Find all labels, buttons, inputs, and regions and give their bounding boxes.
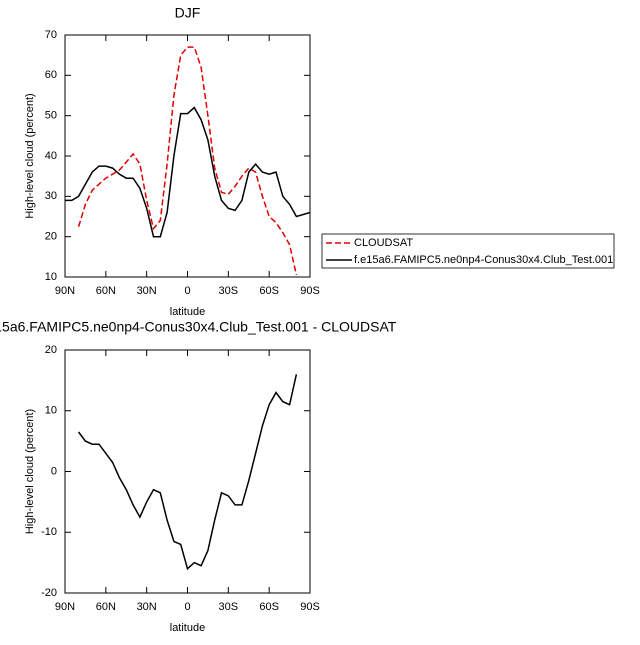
y-tick-label: 50 — [45, 110, 57, 122]
plot-frame — [64, 349, 311, 594]
y-tick-label: -10 — [41, 526, 57, 538]
x-tick-label: 90N — [55, 285, 75, 297]
x-tick-label: 60S — [259, 285, 279, 297]
y-tick-label: -20 — [41, 587, 57, 599]
data-line — [77, 46, 298, 276]
x-tick-label: 0 — [184, 601, 190, 613]
x-tick-label: 60N — [96, 285, 116, 297]
data-line — [65, 106, 311, 238]
x-tick-label: 60S — [259, 601, 279, 613]
chart-title: f.e15a6.FAMIPC5.ne0np4-Conus30x4.Club_Te… — [0, 319, 397, 335]
y-tick-label: 70 — [45, 29, 57, 41]
x-tick-label: 90S — [300, 285, 320, 297]
legend-label: CLOUDSAT — [354, 237, 413, 249]
x-tick-label: 30S — [219, 285, 239, 297]
x-axis-label: latitude — [170, 622, 205, 634]
x-tick-label: 30N — [137, 601, 157, 613]
legend-label: f.e15a6.FAMIPC5.ne0np4-Conus30x4.Club_Te… — [354, 254, 613, 266]
chart-title: DJF — [175, 5, 201, 21]
x-tick-label: 90N — [55, 601, 75, 613]
plot-frame — [64, 34, 311, 278]
x-tick-label: 60N — [96, 601, 116, 613]
x-axis-label: latitude — [170, 306, 205, 318]
x-tick-label: 90S — [300, 601, 320, 613]
x-tick-label: 30N — [137, 285, 157, 297]
y-tick-label: 20 — [45, 344, 57, 356]
data-line — [77, 374, 298, 571]
y-tick-label: 30 — [45, 190, 57, 202]
y-tick-label: 40 — [45, 150, 57, 162]
y-tick-label: 10 — [45, 271, 57, 283]
x-tick-label: 0 — [184, 285, 190, 297]
y-tick-label: 10 — [45, 405, 57, 417]
y-tick-label: 0 — [51, 465, 57, 477]
x-tick-label: 30S — [219, 601, 239, 613]
legend-box — [321, 233, 615, 269]
y-axis-label: High-level cloud (percent) — [24, 93, 36, 218]
y-tick-label: 60 — [45, 69, 57, 81]
y-tick-label: 20 — [45, 231, 57, 243]
y-axis-label: High-level cloud (percent) — [24, 409, 36, 534]
